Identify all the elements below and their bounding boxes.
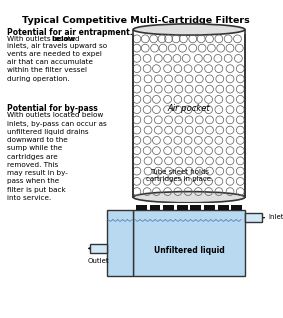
Bar — [133, 210, 245, 276]
Bar — [245, 213, 262, 222]
Bar — [149, 205, 160, 210]
Bar — [163, 205, 174, 210]
Bar — [133, 30, 245, 197]
Text: With outlets located: With outlets located — [7, 36, 82, 42]
Text: Air pocket: Air pocket — [168, 104, 210, 113]
Text: below: below — [51, 36, 76, 42]
Bar — [204, 205, 215, 210]
Text: Unfiltered liquid: Unfiltered liquid — [154, 246, 224, 255]
Text: Typical Competitive Multi-Cartridge Filters: Typical Competitive Multi-Cartridge Filt… — [22, 16, 250, 24]
Bar — [136, 205, 147, 210]
Text: Inlet: Inlet — [268, 214, 283, 220]
Bar — [90, 244, 107, 252]
Bar — [177, 205, 188, 210]
Text: Potential for air entrapment.: Potential for air entrapment. — [7, 28, 133, 37]
Text: Potential for by-pass: Potential for by-pass — [7, 104, 98, 113]
Bar — [107, 210, 133, 276]
Bar — [218, 205, 228, 210]
Text: Outlet: Outlet — [88, 258, 110, 264]
Text: Tube sheet holds
cartridges in place.: Tube sheet holds cartridges in place. — [146, 169, 213, 182]
Text: With outlets located below
inlets, by-pass can occur as
unfiltered liquid drains: With outlets located below inlets, by-pa… — [7, 113, 107, 201]
Ellipse shape — [133, 24, 245, 35]
Text: inlets, air travels upward so
vents are needed to expel
air that can accumulate
: inlets, air travels upward so vents are … — [7, 43, 108, 81]
Ellipse shape — [133, 192, 245, 203]
Bar — [231, 205, 242, 210]
Bar — [190, 205, 201, 210]
